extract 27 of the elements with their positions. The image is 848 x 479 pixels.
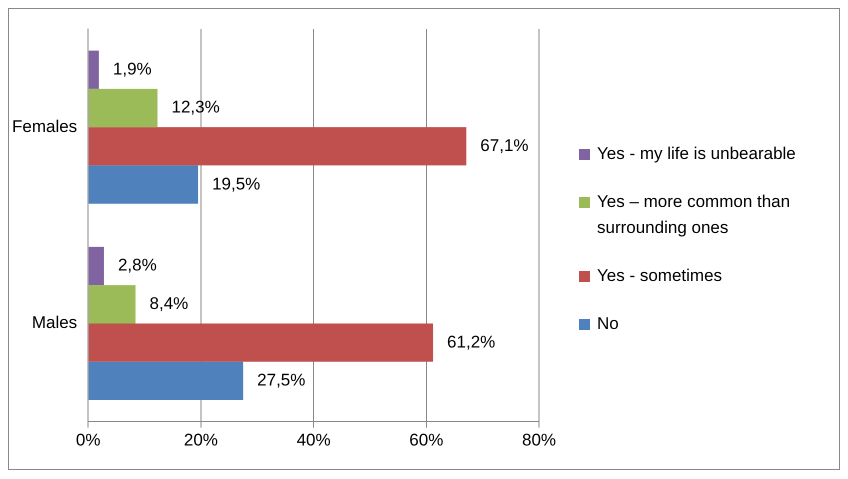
data-label: 1,9% [112,59,152,78]
data-label: 2,8% [118,256,157,275]
y-tick-label: Females [12,116,78,136]
legend-label: Yes - my life is unbearable [597,143,796,165]
data-label: 67,1% [480,136,529,155]
data-label: 61,2% [447,332,496,352]
bar [88,362,244,400]
legend-label: Yes – more common than surrounding ones [597,191,792,239]
bar [88,50,99,89]
y-tick-label: Males [32,313,78,332]
x-tick-label: 20% [184,430,218,450]
bar [88,127,466,166]
data-label: 27,5% [257,370,306,390]
bar [88,246,104,286]
data-label: 12,3% [172,98,220,117]
x-tick-label: 0% [76,430,100,450]
legend-label: Yes - sometimes [597,265,722,287]
bar [88,88,158,128]
x-tick-label: 60% [409,430,444,450]
bar [88,323,434,362]
x-tick-label: 40% [296,430,331,450]
x-tick-label: 80% [522,430,556,450]
data-label: 8,4% [150,294,188,313]
data-label: 19,5% [212,174,260,194]
legend-label: No [597,313,619,335]
bar [88,165,198,204]
bar [88,285,136,324]
